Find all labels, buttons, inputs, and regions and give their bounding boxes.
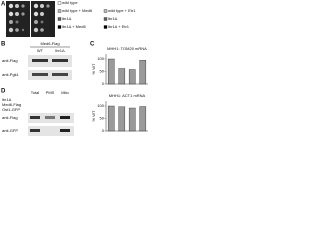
legend-label: wild type xyxy=(62,0,78,5)
legend-label: lbr1Δ + Med6 xyxy=(62,24,86,29)
legend-swatch xyxy=(57,1,62,5)
blot xyxy=(28,126,74,136)
legend-swatch xyxy=(103,17,108,21)
legend-label: wild type + Etr1 xyxy=(108,8,136,13)
bar xyxy=(139,60,147,85)
legend-label: lbr1Δ xyxy=(108,16,118,21)
lane-label: PMS xyxy=(46,90,55,95)
bar xyxy=(128,107,136,132)
lane-label: Total xyxy=(31,90,40,95)
lane-label: WT xyxy=(37,48,44,53)
legend: wild type wild type + Med6 lbr1Δ lbr1Δ + Me… xyxy=(57,0,136,29)
strain-label: Med6-Flag xyxy=(2,102,21,107)
lane-label: lbr1Δ xyxy=(55,48,65,53)
blot xyxy=(28,55,72,67)
blot xyxy=(28,70,72,80)
legend-label: wild type + Med6 xyxy=(62,8,93,13)
y-tick-label: 100 xyxy=(97,56,104,61)
panel-label: B xyxy=(1,42,6,48)
blot-header: Med6-Flag xyxy=(40,41,59,46)
bar xyxy=(128,69,136,85)
chart-title: MHH1: ACT1 mRNA xyxy=(109,93,146,98)
legend-swatch xyxy=(103,25,108,29)
bar xyxy=(107,58,115,85)
legend-swatch xyxy=(57,17,62,21)
strain-label: lbr1Δ xyxy=(2,97,12,102)
row-label: anti-Pgk1 xyxy=(2,72,20,77)
row-label: anti-GFP xyxy=(2,128,18,133)
figure: A wild type wild type + Med6 lbr1Δ lbr1Δ + … xyxy=(1,0,148,136)
legend-label: lbr1Δ + Etr1 xyxy=(108,24,130,29)
legend-swatch xyxy=(57,9,62,13)
y-tick-label: 100 xyxy=(97,103,104,108)
y-axis-label: % WT xyxy=(91,63,96,74)
y-tick-label: 0 xyxy=(102,81,105,86)
y-tick-label: 50 xyxy=(100,116,105,121)
panel-label: C xyxy=(90,42,95,48)
chart-title: MHH1: TOM20 mRNA xyxy=(107,46,147,51)
panel-label: A xyxy=(1,2,6,8)
strain-label: Ost1-GFP xyxy=(2,107,20,112)
row-label: anti-Flag xyxy=(2,58,18,63)
legend-label: lbr1Δ xyxy=(62,16,72,21)
row-label: anti-Flag xyxy=(2,115,18,120)
y-tick-label: 0 xyxy=(102,128,105,133)
bar xyxy=(118,106,126,132)
y-tick-label: 50 xyxy=(100,69,105,74)
bar xyxy=(139,106,147,132)
legend-swatch xyxy=(57,25,62,29)
bar xyxy=(107,105,115,132)
panel-label: D xyxy=(1,89,6,95)
bar xyxy=(118,68,126,85)
legend-swatch xyxy=(103,9,108,13)
spot-plate xyxy=(6,1,55,37)
y-axis-label: % WT xyxy=(91,110,96,121)
lane-label: Mito xyxy=(61,90,69,95)
